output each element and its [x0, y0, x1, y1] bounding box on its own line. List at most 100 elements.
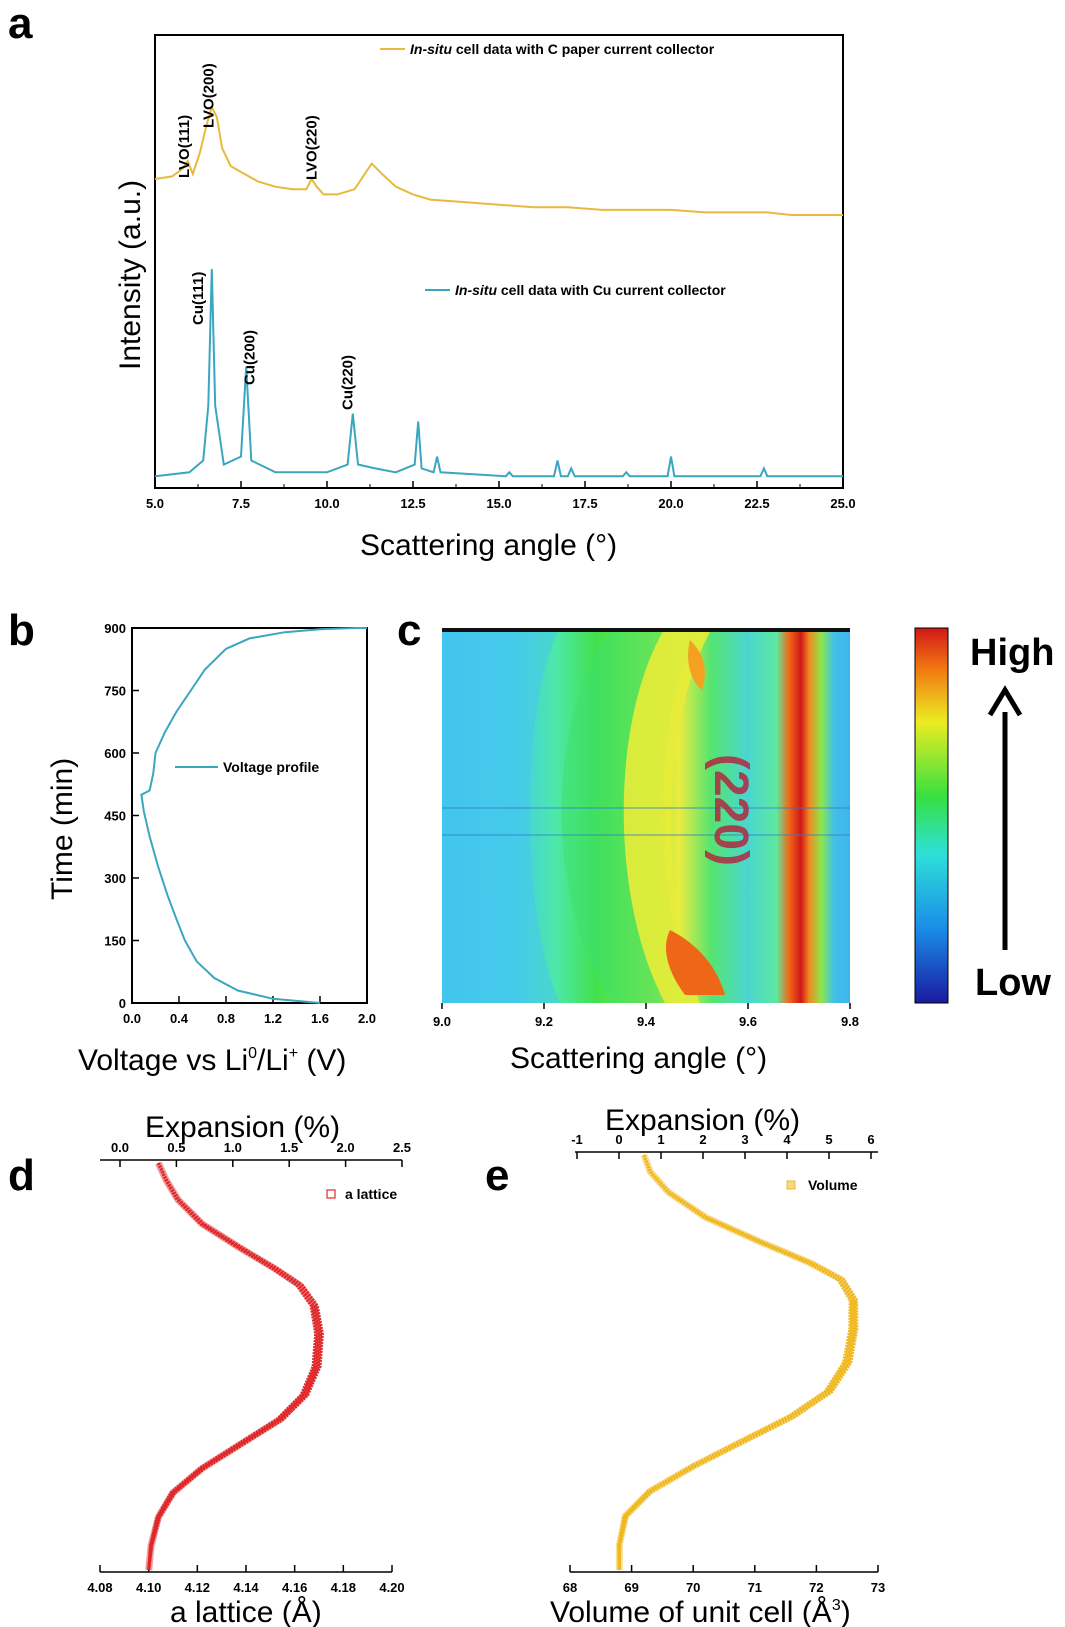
lattice-strand [617, 1154, 854, 1571]
panel-a-xtick-label: 15.0 [486, 496, 511, 511]
top-xtick-label: 1 [657, 1132, 664, 1147]
lattice-strand [147, 1162, 319, 1571]
top-xtick-label: 0 [615, 1132, 622, 1147]
heatmap-hotspot-top [688, 640, 705, 690]
bottom-xtick-label: 4.16 [282, 1580, 307, 1595]
panel-letter-d: d [8, 1151, 35, 1200]
lattice-strand [147, 1162, 321, 1571]
top-xtick-label: 2.5 [393, 1140, 411, 1155]
lattice-strand [147, 1162, 318, 1571]
panel-letter-b: b [8, 606, 35, 655]
lattice-band [615, 1153, 857, 1570]
panel-d-xlabel: a lattice (Å) [170, 1596, 322, 1627]
panel-b-xtick-label: 2.0 [358, 1011, 376, 1026]
voltage-profile-line [140, 627, 367, 1004]
panel-b-ytick-label: 300 [104, 871, 126, 886]
colorbar-low-label: Low [975, 962, 1051, 1004]
peak-label: LVO(200) [200, 63, 217, 128]
panel-b-ytick-label: 150 [104, 934, 126, 949]
bottom-xtick-label: 70 [686, 1580, 700, 1595]
bottom-xtick-label: 4.10 [136, 1580, 161, 1595]
panel-b-frame [131, 627, 368, 1004]
heatmap-annotation: (220) [704, 754, 757, 866]
heatmap-dark-top [442, 628, 850, 632]
panel-e-chart: Expansion (%) 68 69 70 71 72 73 -1 0 1 2 3 4 5 6 Volu… [550, 1104, 885, 1627]
panel-d-chart: Expansion (%) 4.08 4.10 4.12 4.14 4.16 4.18 4.… [87, 1111, 411, 1627]
bottom-xtick-label: 4.20 [379, 1580, 404, 1595]
top-xtick-label: 5 [825, 1132, 832, 1147]
panel-e-top-xlabel: Expansion (%) [605, 1104, 800, 1137]
panel-b-ytick-label: 600 [104, 746, 126, 761]
heatmap-cool-region [442, 628, 560, 1003]
bottom-xtick-label: 69 [624, 1580, 638, 1595]
top-xtick-label: 2 [699, 1132, 706, 1147]
peak-label: LVO(220) [304, 115, 321, 180]
top-xtick-label: 2.0 [337, 1140, 355, 1155]
legend-volume-label: Volume [808, 1177, 858, 1193]
top-xtick-label: -1 [571, 1132, 583, 1147]
panel-b-xtick-label: 0.8 [217, 1011, 235, 1026]
bottom-xtick-label: 71 [748, 1580, 762, 1595]
lattice-strand [617, 1154, 855, 1570]
panel-b-xtick-label: 0.0 [123, 1011, 141, 1026]
legend-a-lattice-marker [326, 1189, 336, 1199]
panel-letter-e: e [485, 1151, 509, 1200]
panel-b-ylabel: Time (min) [46, 758, 79, 900]
legend-voltage-label: Voltage profile [223, 759, 319, 775]
lattice-strand [147, 1162, 324, 1571]
panel-b-xtick-label: 1.2 [264, 1011, 282, 1026]
heatmap-band-yellow [623, 628, 712, 1003]
panel-b-chart: 0.0 0.4 0.8 1.2 1.6 2.0 0 150 300 450 600 750 900 Vo… [46, 621, 376, 1077]
peak-label: Cu(111) [190, 272, 207, 325]
colorbar [914, 627, 949, 1004]
panel-c-heatmap: (220) 9.0 9.2 9.4 9.6 9.8 Scattering angle (… [433, 627, 1054, 1075]
bottom-xtick-label: 4.14 [233, 1580, 259, 1595]
volume-series [615, 1153, 859, 1571]
colorbar-high-label: High [970, 632, 1054, 674]
bottom-xtick-label: 73 [871, 1580, 885, 1595]
top-xtick-label: 6 [867, 1132, 874, 1147]
lattice-strand [147, 1162, 323, 1571]
top-xtick-label: 1.5 [280, 1140, 298, 1155]
panel-b-ytick-label: 750 [104, 684, 126, 699]
bottom-xtick-label: 72 [809, 1580, 823, 1595]
panel-a-xtick-label: 5.0 [146, 496, 164, 511]
legend-cu-label: In-situ cell data with Cu current collec… [455, 282, 726, 298]
panel-c-xtick-label: 9.2 [535, 1014, 553, 1029]
panel-a-xtick-label: 22.5 [744, 496, 769, 511]
lattice-strand [617, 1154, 857, 1571]
peak-label: Cu(200) [242, 330, 259, 385]
top-xtick-label: 0.0 [111, 1140, 129, 1155]
legend-c-paper-label: In-situ cell data with C paper current c… [410, 41, 715, 57]
lattice-strand [617, 1154, 859, 1571]
panel-a-xtick-label: 10.0 [314, 496, 339, 511]
panel-a-xtick-label: 25.0 [830, 496, 855, 511]
panel-a-xtick-label: 20.0 [658, 496, 683, 511]
panel-c-xlabel: Scattering angle (°) [510, 1042, 767, 1075]
panel-b-ytick-label: 0 [119, 996, 126, 1011]
panel-c-xtick-label: 9.0 [433, 1014, 451, 1029]
top-xtick-label: 3 [741, 1132, 748, 1147]
series-cu-line [154, 268, 843, 478]
panel-a-xtick-label: 17.5 [572, 496, 597, 511]
panel-a-xlabel: Scattering angle (°) [360, 529, 617, 562]
top-xtick-label: 0.5 [167, 1140, 185, 1155]
heatmap-hotspot-bottom [665, 930, 725, 995]
legend-volume-marker [786, 1180, 796, 1190]
bottom-xtick-label: 4.12 [185, 1580, 210, 1595]
a-lattice-series [145, 1161, 324, 1571]
top-xtick-label: 4 [783, 1132, 791, 1147]
panel-a-xtick-label: 7.5 [232, 496, 250, 511]
panel-a-ylabel: Intensity (a.u.) [114, 180, 147, 370]
bottom-xtick-label: 4.18 [331, 1580, 356, 1595]
top-xtick-label: 1.0 [224, 1140, 242, 1155]
panel-d-top-xlabel: Expansion (%) [145, 1111, 340, 1144]
colorbar-arrow-head [987, 685, 1023, 717]
panel-e-xlabel: Volume of unit cell (Å3) [550, 1596, 851, 1627]
panel-letter-a: a [8, 0, 33, 48]
panel-b-xlabel: Voltage vs Li0/Li+ (V) [78, 1044, 346, 1077]
bottom-xtick-label: 4.08 [87, 1580, 112, 1595]
panel-c-xtick-label: 9.8 [841, 1014, 859, 1029]
peak-label: LVO(111) [176, 115, 193, 178]
panel-b-xtick-label: 0.4 [170, 1011, 189, 1026]
